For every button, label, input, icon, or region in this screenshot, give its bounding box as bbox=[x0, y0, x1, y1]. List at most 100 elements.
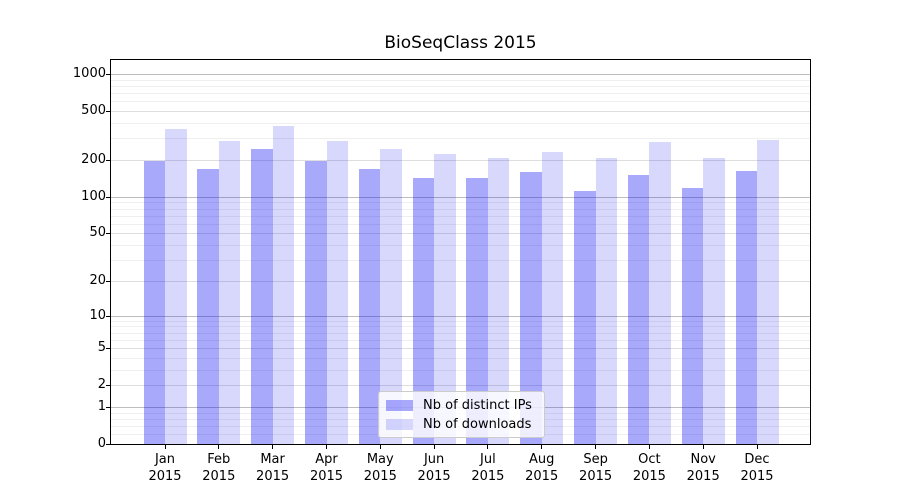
bar-nb-of-distinct-ips-apr bbox=[305, 160, 327, 444]
bar-nb-of-distinct-ips-oct bbox=[627, 174, 650, 444]
legend: Nb of distinct IPs Nb of downloads bbox=[378, 391, 545, 438]
y-tick-label: 5 bbox=[97, 340, 106, 355]
x-tick-mark bbox=[541, 445, 543, 449]
y-tick-mark bbox=[106, 74, 111, 75]
bar-nb-of-downloads-oct bbox=[649, 142, 671, 444]
gridline bbox=[111, 138, 810, 140]
bar-nb-of-distinct-ips-nov bbox=[681, 188, 704, 444]
gridline bbox=[111, 208, 810, 210]
y-tick-mark bbox=[106, 111, 111, 113]
y-tick-label: 500 bbox=[81, 103, 106, 119]
x-tick-label-dec: Dec 2015 bbox=[740, 452, 774, 484]
gridline bbox=[111, 245, 810, 247]
chart-title: BioSeqClass 2015 bbox=[384, 33, 537, 53]
gridline bbox=[111, 332, 810, 334]
y-tick-label: 10 bbox=[89, 307, 106, 323]
x-tick-mark bbox=[272, 445, 274, 449]
legend-swatch-downloads bbox=[386, 419, 413, 430]
gridline bbox=[111, 326, 810, 328]
x-tick-label-may: May 2015 bbox=[363, 452, 397, 484]
y-tick-mark bbox=[106, 406, 111, 408]
x-tick-mark bbox=[164, 445, 166, 449]
gridline bbox=[111, 369, 810, 371]
bar-nb-of-distinct-ips-aug bbox=[520, 171, 542, 444]
gridline bbox=[111, 101, 810, 103]
bar-nb-of-distinct-ips-jun bbox=[412, 177, 435, 444]
x-tick-label-feb: Feb 2015 bbox=[202, 452, 236, 484]
gridline bbox=[111, 85, 810, 87]
y-tick-mark bbox=[106, 196, 111, 198]
bar-nb-of-downloads-mar bbox=[272, 126, 295, 444]
x-tick-mark bbox=[648, 445, 650, 449]
bar-nb-of-downloads-feb bbox=[218, 141, 241, 444]
y-tick-mark bbox=[106, 348, 111, 349]
gridline bbox=[111, 320, 810, 322]
bar-nb-of-downloads-may bbox=[380, 148, 402, 444]
gridline bbox=[111, 74, 810, 75]
y-tick-mark bbox=[106, 385, 111, 387]
bar-nb-of-downloads-aug bbox=[541, 152, 564, 444]
gridline bbox=[111, 348, 810, 349]
gridline bbox=[111, 196, 810, 198]
gridline bbox=[111, 202, 810, 204]
gridline bbox=[111, 93, 810, 95]
gridline bbox=[111, 315, 810, 317]
y-tick-label: 1000 bbox=[72, 66, 106, 81]
x-tick-mark bbox=[433, 445, 435, 449]
x-tick-label-jul: Jul 2015 bbox=[471, 452, 505, 484]
gridline bbox=[111, 385, 810, 387]
gridline bbox=[111, 280, 810, 282]
bar-nb-of-distinct-ips-jul bbox=[466, 177, 488, 444]
x-tick-label-jun: Jun 2015 bbox=[417, 452, 451, 484]
y-tick-label: 50 bbox=[89, 225, 106, 241]
y-tick-mark bbox=[106, 160, 111, 161]
plot-area bbox=[110, 59, 811, 445]
bar-nb-of-distinct-ips-jan bbox=[143, 160, 165, 444]
x-tick-label-jan: Jan 2015 bbox=[148, 452, 182, 484]
bar-nb-of-downloads-nov bbox=[703, 158, 725, 444]
x-tick-mark bbox=[379, 445, 381, 449]
y-tick-mark bbox=[106, 233, 111, 235]
gridline bbox=[111, 111, 810, 113]
gridline bbox=[111, 223, 810, 225]
bar-nb-of-downloads-dec bbox=[757, 139, 779, 444]
x-tick-mark bbox=[487, 445, 489, 449]
bar-nb-of-downloads-jun bbox=[434, 154, 456, 444]
gridline bbox=[111, 260, 810, 262]
gridline bbox=[111, 160, 810, 161]
x-tick-mark bbox=[326, 445, 327, 449]
legend-item-distinct-ips: Nb of distinct IPs bbox=[386, 396, 537, 415]
bar-nb-of-downloads-jan bbox=[165, 129, 187, 444]
y-tick-mark bbox=[106, 315, 111, 317]
y-tick-label: 2 bbox=[97, 377, 106, 393]
gridline bbox=[111, 79, 810, 81]
bar-nb-of-distinct-ips-dec bbox=[735, 171, 757, 444]
gridline bbox=[111, 215, 810, 217]
x-tick-mark bbox=[756, 445, 758, 449]
x-tick-label-nov: Nov 2015 bbox=[686, 452, 720, 484]
y-tick-label: 0 bbox=[97, 436, 106, 451]
bar-nb-of-distinct-ips-feb bbox=[197, 169, 219, 444]
gridline bbox=[111, 233, 810, 235]
legend-swatch-distinct-ips bbox=[386, 400, 413, 411]
bar-nb-of-distinct-ips-mar bbox=[251, 148, 273, 444]
bar-nb-of-distinct-ips-may bbox=[358, 169, 381, 444]
bar-nb-of-distinct-ips-sep bbox=[574, 190, 596, 444]
legend-label-downloads: Nb of downloads bbox=[423, 417, 532, 432]
x-tick-label-sep: Sep 2015 bbox=[579, 452, 613, 484]
bar-nb-of-downloads-sep bbox=[595, 157, 618, 444]
y-tick-mark bbox=[106, 444, 111, 445]
legend-label-distinct-ips: Nb of distinct IPs bbox=[423, 398, 532, 413]
y-tick-label: 100 bbox=[81, 188, 106, 204]
x-tick-mark bbox=[218, 445, 220, 449]
bar-nb-of-downloads-jul bbox=[487, 157, 510, 444]
y-tick-label: 1 bbox=[97, 398, 106, 414]
gridline bbox=[111, 123, 810, 124]
y-tick-label: 20 bbox=[89, 272, 106, 288]
x-tick-label-oct: Oct 2015 bbox=[632, 452, 666, 484]
bar-nb-of-downloads-apr bbox=[326, 140, 348, 444]
gridline bbox=[111, 357, 810, 359]
x-tick-mark bbox=[702, 445, 704, 449]
y-tick-label: 200 bbox=[81, 152, 106, 167]
